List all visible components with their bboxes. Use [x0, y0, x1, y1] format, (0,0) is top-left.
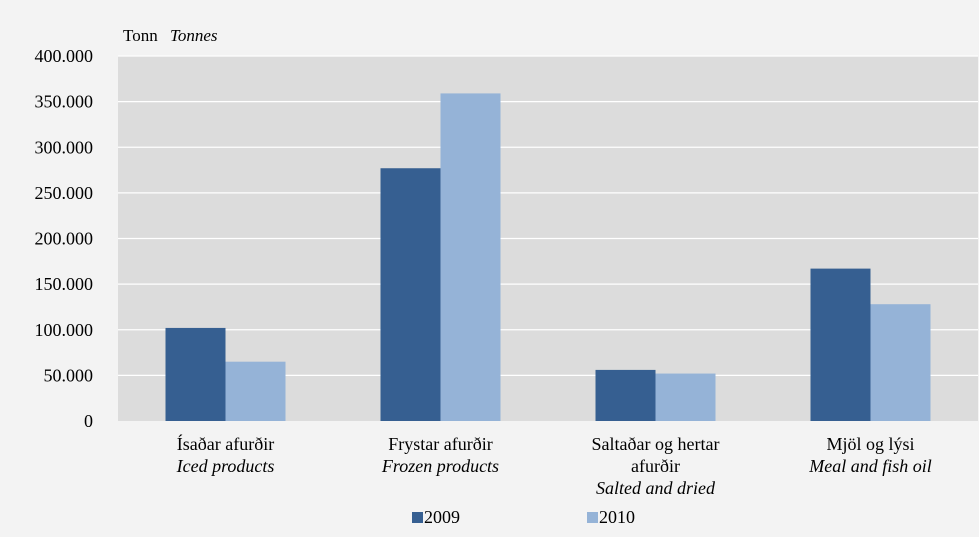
- x-category-label: Saltaðar og hertar: [592, 434, 720, 454]
- x-category-label-en: Salted and dried: [596, 478, 716, 498]
- bar-2010: [440, 93, 501, 421]
- legend-label-2009: 2009: [424, 507, 460, 527]
- y-tick-label: 50.000: [44, 365, 94, 385]
- y-tick-label: 400.000: [35, 46, 94, 66]
- unit-label-en: Tonnes: [170, 26, 218, 45]
- bar-2009: [595, 369, 656, 421]
- x-category-label-en: Meal and fish oil: [808, 456, 932, 476]
- unit-label-is: Tonn: [123, 26, 158, 45]
- y-tick-label: 150.000: [35, 274, 94, 294]
- y-axis-unit-label: Tonn Tonnes: [123, 26, 218, 45]
- legend-swatch-2009: [412, 512, 423, 523]
- y-tick-label: 350.000: [35, 92, 94, 112]
- bar-2010: [225, 361, 286, 421]
- x-category-label: Frystar afurðir: [388, 434, 492, 454]
- bar-2010: [870, 304, 931, 421]
- bar-2009: [165, 327, 226, 421]
- x-category-label: afurðir: [631, 456, 680, 476]
- bar-2010: [655, 373, 716, 421]
- y-axis-tick-labels: 0 50.000 100.000 150.000 200.000 250.000 300.0…: [35, 46, 94, 431]
- bars: [165, 93, 931, 421]
- y-tick-label: 300.000: [35, 137, 94, 157]
- y-tick-label: 100.000: [35, 320, 94, 340]
- legend-label-2010: 2010: [599, 507, 635, 527]
- y-tick-label: 200.000: [35, 229, 94, 249]
- x-category-label-en: Frozen products: [381, 456, 499, 476]
- y-tick-label: 250.000: [35, 183, 94, 203]
- legend-swatch-2010: [587, 512, 598, 523]
- bar-2009: [810, 268, 871, 421]
- bar-2009: [380, 168, 441, 421]
- x-category-label: Ísaðar afurðir: [177, 433, 274, 454]
- legend: 2009 2010: [412, 507, 635, 527]
- x-category-label-en: Iced products: [176, 456, 275, 476]
- x-category-label: Mjöl og lýsi: [826, 434, 914, 454]
- y-tick-label: 0: [84, 411, 93, 431]
